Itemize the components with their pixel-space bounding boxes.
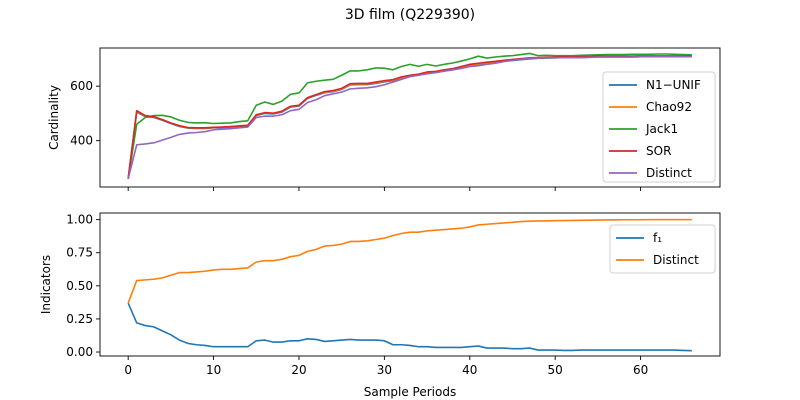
chart-1-y-tick-label: 0.75 (66, 246, 93, 260)
chart-1-y-tick-label: 1.00 (66, 213, 93, 227)
chart-0-series-sor-line (127, 55, 692, 179)
cardinality-panel: 400 600 Cardinality N1−UNIF Chao92 Jack1 SOR Di… (47, 47, 721, 191)
chart-0-legend-label-chao92: Chao92 (646, 100, 692, 114)
chart-0-legend-label-distinct: Distinct (646, 166, 692, 180)
chart-1-x-tick-label: 40 (462, 363, 477, 377)
chart-0-y-tick-label: 400 (70, 134, 93, 148)
figure-title: 3D film (Q229390) (345, 7, 475, 23)
x-axis-label: Sample Periods (364, 385, 456, 399)
chart-1-series-f-line (127, 302, 692, 352)
chart-1-x-tick-label: 50 (548, 363, 563, 377)
chart-0-legend-frame (602, 71, 716, 183)
chart-1-legend-label-distinct: Distinct (653, 253, 699, 267)
chart-1-axes-frame (99, 212, 721, 357)
chart-0-series-distinct-line (127, 55, 692, 180)
chart-1-x-tick-label: 30 (377, 363, 392, 377)
indicators-panel: 0 10 20 30 40 50 60 0.00 0.25 0.50 0.75 1.00 Indicat… (39, 212, 721, 377)
chart-0-series-jack1-line (127, 52, 692, 179)
chart-1-x-tick-label: 20 (291, 363, 306, 377)
chart-1-x-tick-label: 60 (633, 363, 648, 377)
chart-1-series-distinct-line (127, 218, 692, 304)
chart-0-y-tick-label: 600 (70, 79, 93, 93)
chart-1-y-tick-label: 0.25 (66, 312, 93, 326)
chart-1-legend-label-f: f₁ (653, 231, 662, 245)
chart-0-legend-label-sor: SOR (646, 144, 671, 158)
chart-1-x-tick-label: 0 (124, 363, 132, 377)
chart-0-legend: N1−UNIF Chao92 Jack1 SOR Distinct (602, 71, 716, 183)
chart-1-legend-frame (609, 224, 716, 274)
chart-0-legend-label-jack1: Jack1 (645, 122, 678, 136)
chart-0-legend-label-n1-unif: N1−UNIF (646, 78, 701, 92)
chart-1-y-tick-label: 0.00 (66, 345, 93, 359)
chart-0-axes-frame (99, 47, 721, 188)
chart-0-y-axis-label: Cardinality (47, 85, 61, 150)
chart-1-y-axis-label: Indicators (39, 255, 53, 314)
chart-1-y-tick-label: 0.50 (66, 279, 93, 293)
chart-1-x-tick-label: 10 (206, 363, 221, 377)
chart-1-legend: f₁ Distinct (609, 224, 716, 274)
